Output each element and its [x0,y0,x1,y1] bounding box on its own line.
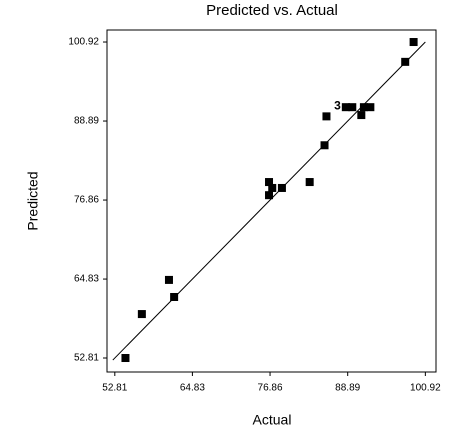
x-tick-label: 64.83 [180,383,205,394]
x-axis-label: Actual [253,412,292,428]
plot-frame [106,29,437,373]
point [322,112,331,121]
x-tick-label: 52.81 [102,383,127,394]
annotation: 3 [334,99,341,113]
point [409,38,418,47]
point [366,103,375,112]
point [348,103,357,112]
point [265,191,274,200]
y-tick-label: 76.86 [74,195,99,206]
y-axis-label: Predicted [25,171,41,230]
y-tick-label: 64.83 [74,274,99,285]
point [170,292,179,301]
point [359,103,368,112]
point [305,178,314,187]
point [164,275,173,284]
x-tick-label: 76.86 [258,383,283,394]
point [401,57,410,66]
y-tick-label: 52.81 [74,353,99,364]
point [357,111,366,120]
point [320,141,329,150]
point [341,103,350,112]
point [268,183,277,192]
point [265,178,274,187]
x-tick-label: 100.92 [410,383,441,394]
y-tick-label: 100.92 [68,37,99,48]
point [277,183,286,192]
y-tick-label: 88.89 [74,116,99,127]
point [137,310,146,319]
point [121,354,130,363]
x-tick-label: 88.89 [335,383,360,394]
chart-title: Predicted vs. Actual [206,2,338,19]
reference-line [112,41,426,361]
